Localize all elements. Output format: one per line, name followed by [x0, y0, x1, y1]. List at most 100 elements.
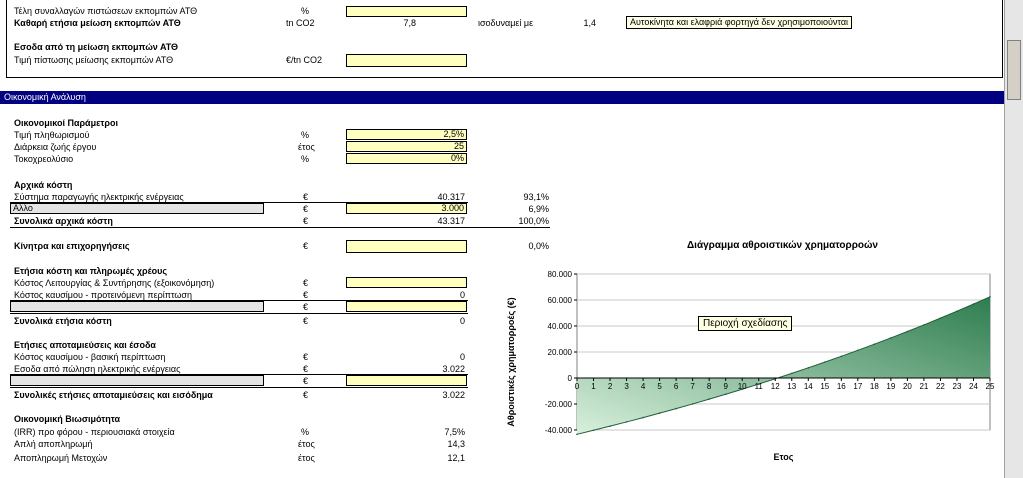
- total-annual-costs-unit: €: [303, 316, 309, 326]
- inflation-input[interactable]: 2,5%: [346, 129, 467, 140]
- vertical-scrollbar[interactable]: [1004, 0, 1023, 478]
- initial-costs-title: Αρχικά κόστη: [14, 180, 73, 190]
- x-tick-label: 25: [986, 382, 995, 391]
- x-tick-label: 14: [804, 382, 813, 391]
- cashflow-line: [576, 296, 991, 435]
- data-point: [708, 398, 710, 400]
- chart-title: Διάγραμμα αθροιστικών χρηματορροών: [686, 240, 878, 251]
- power-system-pct: 93,1%: [523, 192, 549, 202]
- equivalent-unit-note[interactable]: Αυτοκίνητα και ελαφριά φορτηγά δεν χρησι…: [626, 16, 853, 29]
- fuel-cost-proposed-unit: €: [303, 290, 309, 300]
- annual-cost-other-unit: €: [303, 302, 309, 312]
- savings-other-cell[interactable]: [10, 375, 264, 386]
- x-tick-label: 13: [787, 382, 796, 391]
- irr-unit: %: [301, 427, 310, 437]
- x-tick-label: 17: [853, 382, 862, 391]
- data-point: [807, 367, 810, 369]
- ghg-transaction-fee-unit: %: [301, 6, 310, 16]
- fuel-cost-proposed-label: Κόστος καυσίμου - προτεινόμενη περίπτωση: [14, 290, 192, 300]
- equity-payback-label: Αποπληρωμή Μετοχών: [14, 453, 108, 463]
- x-tick-label: 1: [591, 382, 596, 391]
- x-tick-label: 6: [674, 382, 679, 391]
- savings-other-input[interactable]: [346, 375, 467, 386]
- total-initial-costs-value: 43.317: [437, 216, 465, 226]
- y-tick-label: 0: [568, 374, 573, 383]
- x-tick-label: 22: [936, 382, 945, 391]
- data-point: [972, 303, 975, 305]
- equity-payback-unit: έτος: [298, 453, 315, 463]
- financial-params-title: Οικονομικοί Παράμετροι: [14, 118, 118, 128]
- x-tick-label: 0: [575, 382, 580, 391]
- data-point: [824, 361, 826, 363]
- total-savings-value: 3.022: [442, 390, 465, 400]
- fuel-cost-proposed-value: 0: [459, 290, 465, 300]
- data-point: [741, 388, 743, 391]
- total-underline: [10, 387, 468, 388]
- plot-area-tooltip: Περιοχή σχεδίασης: [698, 316, 793, 331]
- equity-payback-value: 12,1: [447, 453, 465, 463]
- row-underline: [10, 300, 468, 301]
- x-tick-label: 2: [608, 382, 613, 391]
- irr-value: 7,5%: [444, 427, 465, 437]
- data-point: [873, 343, 876, 346]
- total-annual-costs-value: 0: [459, 316, 465, 326]
- x-tick-label: 4: [641, 382, 646, 391]
- power-system-value: 40.317: [437, 192, 465, 202]
- data-point: [642, 416, 644, 419]
- simple-payback-label: Απλή αποπληρωμή: [14, 439, 93, 449]
- financial-analysis-banner: Οικονομική Ανάλυση: [0, 91, 1004, 104]
- data-point: [989, 296, 991, 298]
- ghg-income-section-title: Εσοδα από τη μείωση εκπομπών ΑΤΘ: [14, 42, 179, 52]
- equivalent-value: 1,4: [583, 18, 596, 28]
- frame-left-line: [6, 0, 7, 78]
- data-point: [592, 429, 595, 432]
- debt-service-unit: %: [301, 154, 310, 164]
- data-point: [857, 349, 859, 352]
- inflation-unit: %: [301, 130, 310, 140]
- net-ghg-reduction-unit: tn CO2: [286, 18, 315, 28]
- annual-cost-other-input[interactable]: [346, 301, 467, 312]
- total-initial-costs-label: Συνολικά αρχικά κόστη: [14, 216, 113, 226]
- data-point: [609, 425, 611, 427]
- ghg-transaction-fee-input[interactable]: [346, 6, 467, 17]
- data-point: [625, 421, 628, 423]
- y-tick-label: 40.000: [548, 322, 573, 331]
- y-tick-label: -40.000: [545, 426, 573, 435]
- data-point: [840, 355, 843, 358]
- fuel-cost-base-value: 0: [459, 352, 465, 362]
- annual-costs-title: Ετήσια κόστη και πληρωμές χρέους: [14, 266, 168, 276]
- y-tick-label: 20.000: [548, 348, 573, 357]
- ghg-credit-price-unit: €/tn CO2: [286, 55, 323, 65]
- fuel-cost-base-unit: €: [303, 352, 309, 362]
- debt-service-input[interactable]: 0%: [346, 153, 467, 164]
- om-cost-input[interactable]: [346, 277, 467, 288]
- cumulative-cashflow-chart[interactable]: 80.00060.00040.00020.0000-20.000-40.0000…: [500, 258, 1000, 468]
- x-tick-label: 9: [723, 382, 728, 391]
- total-annual-costs-label: Συνολικά ετήσια κόστη: [14, 316, 112, 326]
- row-underline: [10, 374, 468, 375]
- project-life-label: Διάρκεια ζωής έργου: [14, 142, 97, 152]
- y-tick-label: 60.000: [548, 296, 573, 305]
- ghg-credit-price-input[interactable]: [346, 54, 467, 67]
- x-tick-label: 18: [870, 382, 879, 391]
- row-underline: [10, 202, 468, 203]
- other-cost-input[interactable]: 3.000: [346, 203, 467, 214]
- net-ghg-reduction-label: Καθαρή ετήσια μείωση εκπομπών ΑΤΘ: [14, 18, 181, 28]
- other-cost-unit: €: [303, 204, 309, 214]
- x-tick-label: 19: [886, 382, 895, 391]
- viability-title: Οικονομική Βιωσιμότητα: [14, 414, 121, 424]
- x-tick-label: 20: [903, 382, 912, 391]
- power-system-unit: €: [303, 192, 309, 202]
- om-cost-label: Κόστος Λειτουργίας & Συντήρησης (εξοικον…: [14, 278, 215, 288]
- data-point: [757, 383, 760, 385]
- x-tick-label: 15: [820, 382, 829, 391]
- incentives-label: Κίνητρα και επιχορηγήσεις: [14, 241, 130, 251]
- project-life-input[interactable]: 25: [346, 141, 467, 152]
- data-point: [724, 393, 727, 396]
- cashflow-area: [577, 296, 990, 435]
- annual-cost-other-cell[interactable]: [10, 301, 264, 312]
- incentives-input[interactable]: [346, 240, 467, 253]
- x-tick-label: 8: [707, 382, 712, 391]
- other-cost-label-cell[interactable]: Αλλο: [10, 203, 264, 214]
- scrollbar-thumb[interactable]: [1007, 40, 1021, 100]
